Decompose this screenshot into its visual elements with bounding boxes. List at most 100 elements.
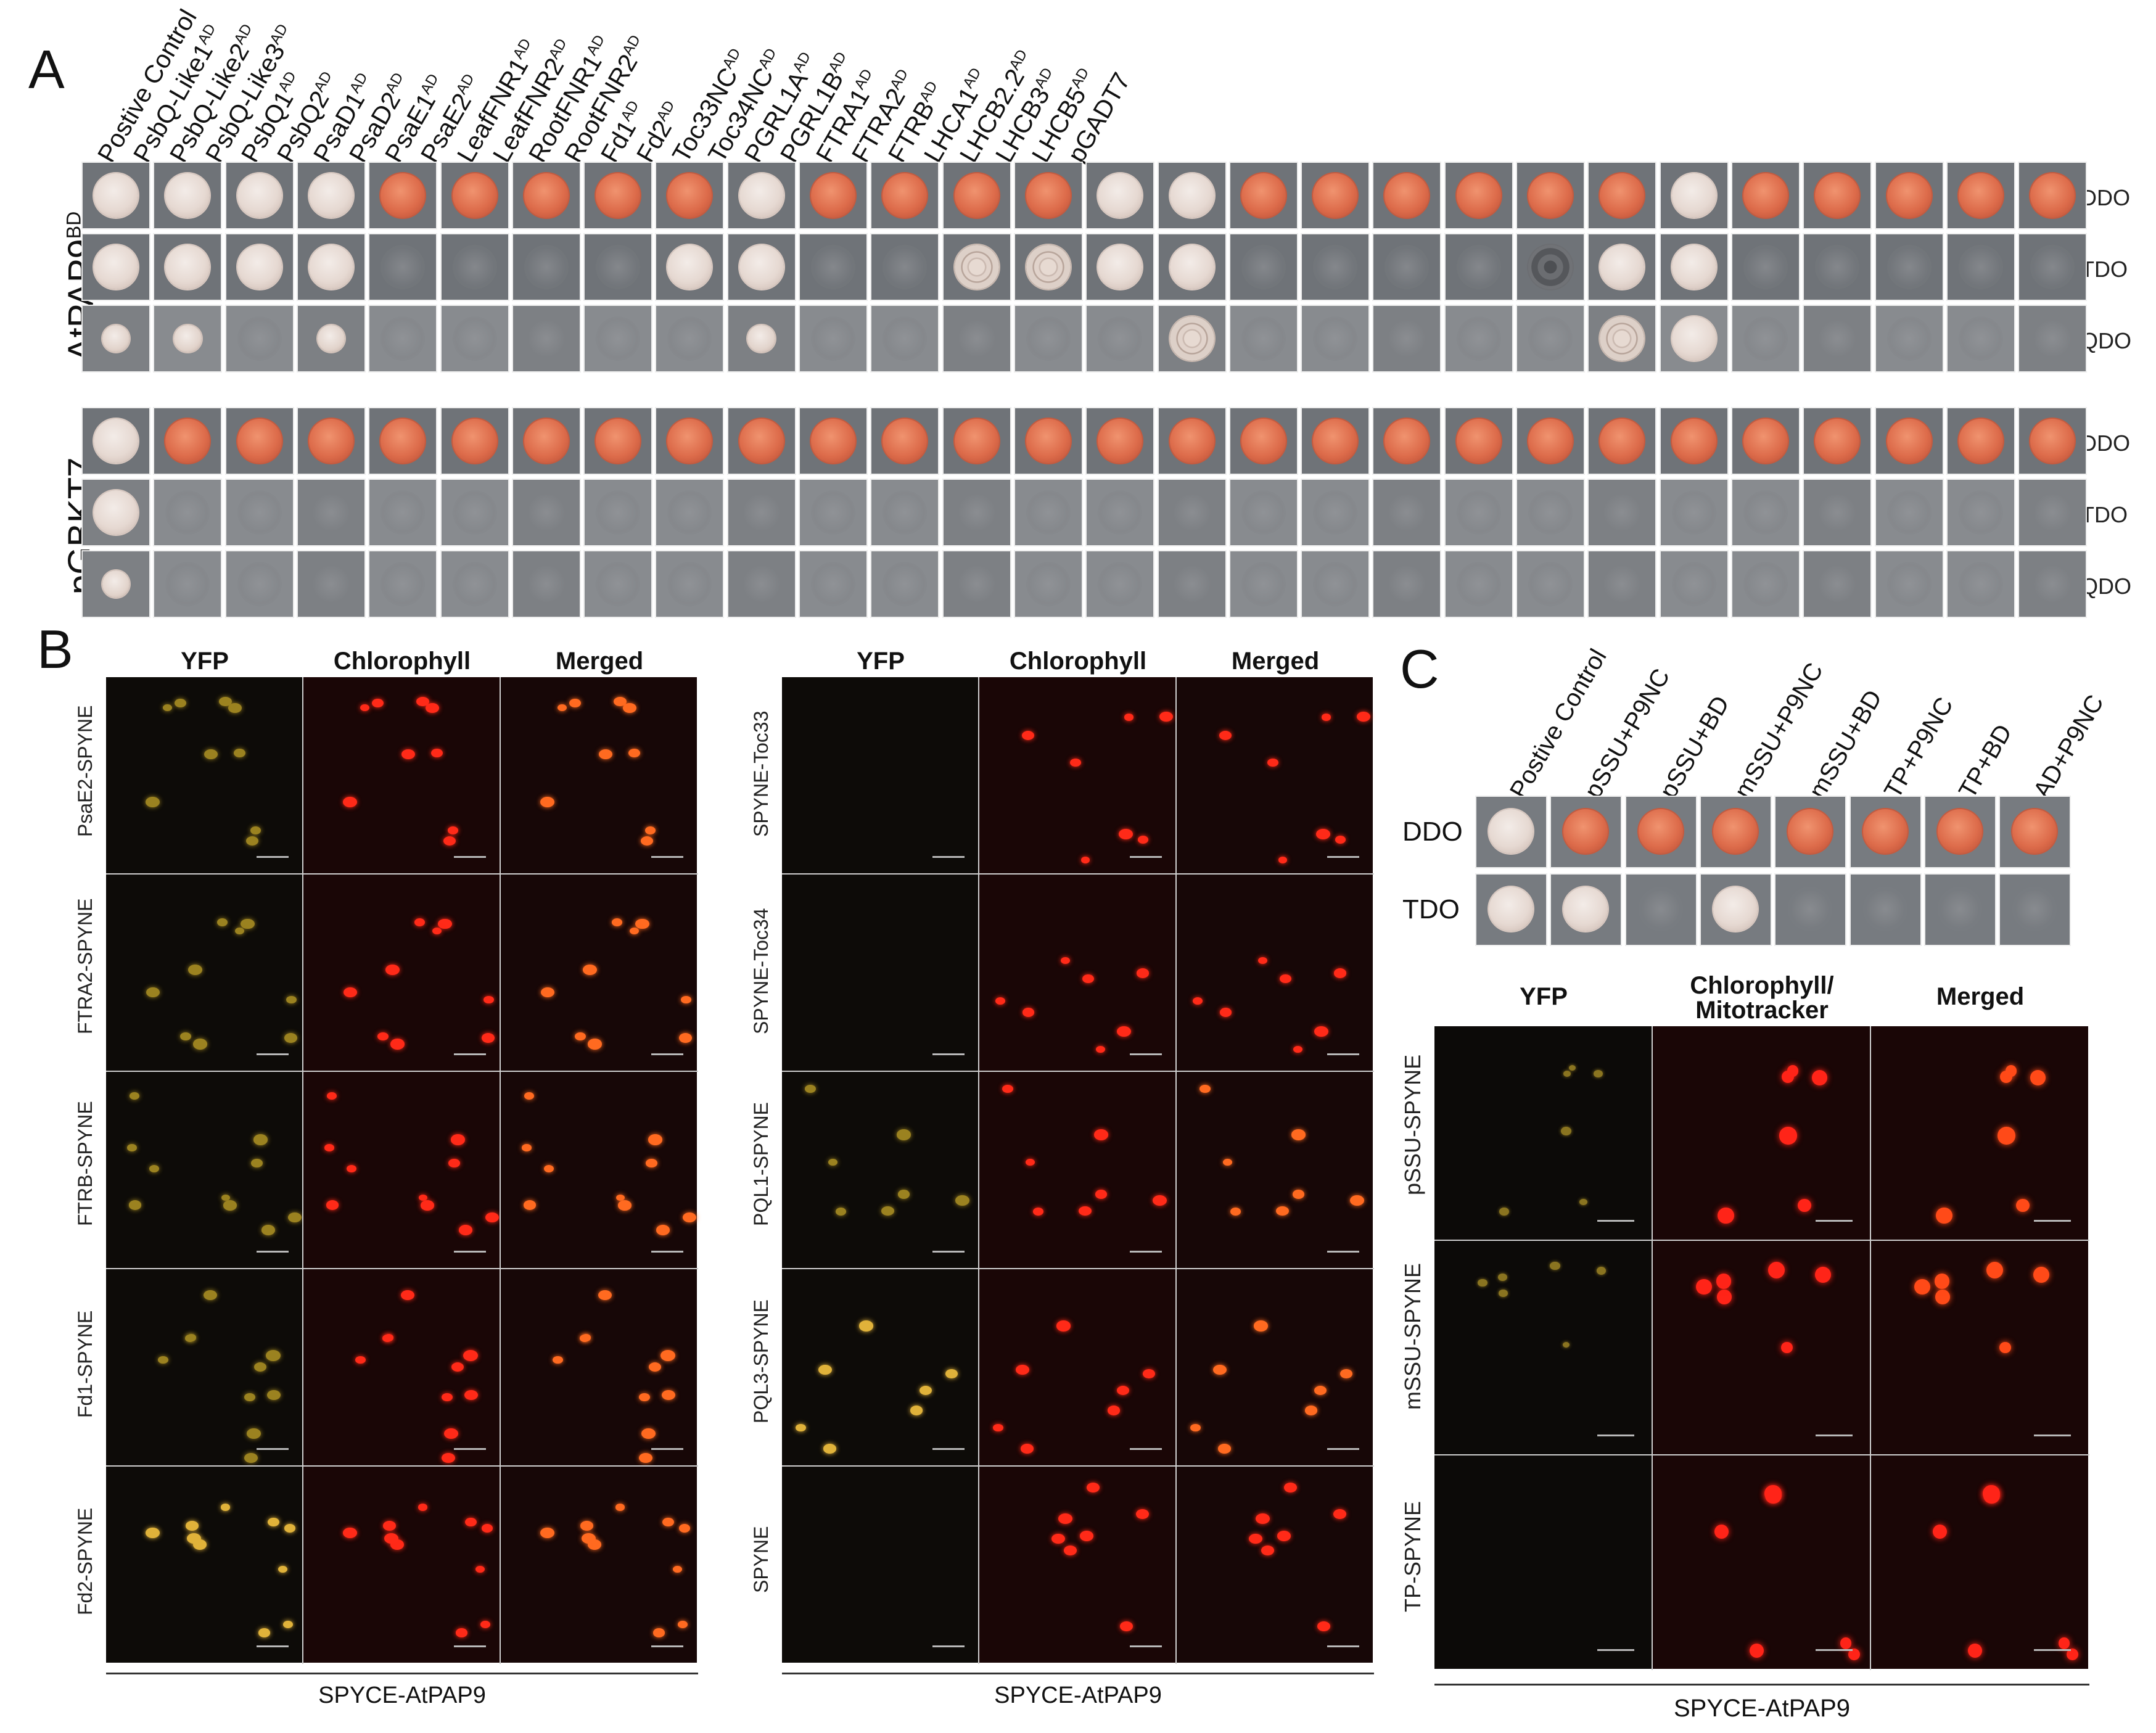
plate-well [655, 233, 725, 301]
cell-signal [553, 1356, 564, 1364]
scale-bar [651, 1053, 683, 1055]
scale-bar [1327, 1053, 1359, 1055]
cell-signal [1021, 730, 1034, 740]
yeast-colony [1528, 419, 1573, 463]
scale-bar [1327, 1448, 1359, 1450]
scale-bar [1130, 1645, 1162, 1647]
cell-signal [1797, 1198, 1811, 1212]
yeast-colony [94, 490, 138, 535]
micrograph-panel [782, 1467, 978, 1663]
yeast-colony [452, 419, 497, 463]
yeast-colony [1098, 316, 1143, 361]
cell-signal [638, 1393, 650, 1402]
yeast-colony [883, 490, 928, 535]
yeast-colony [524, 316, 569, 361]
cell-signal [1056, 1320, 1071, 1332]
cell-signal [580, 1334, 590, 1342]
yeast-colony [1098, 562, 1143, 606]
cell-signal [1998, 1127, 2015, 1145]
yeast-colony [452, 316, 497, 361]
cell-signal [1768, 1261, 1785, 1278]
yeast-colony [1313, 245, 1358, 289]
cell-signal [146, 987, 160, 998]
cell-signal [384, 1533, 399, 1544]
cell-signal [582, 1533, 596, 1544]
micrograph-column-header: YFP [857, 648, 905, 675]
cell-signal [283, 1621, 293, 1629]
yeast-colony [1098, 173, 1143, 218]
grid-line [782, 1071, 1374, 1072]
micrograph-panel [782, 875, 978, 1071]
yeast-colony [1385, 173, 1430, 218]
micrograph-panel [501, 1269, 697, 1465]
micrograph-panel [1177, 1072, 1373, 1268]
cell-signal [480, 1621, 490, 1629]
plate-well [368, 479, 438, 546]
cell-signal [158, 1356, 169, 1364]
yeast-colony [1241, 490, 1286, 535]
micrograph-panel [1653, 1455, 1870, 1669]
cell-signal [945, 1369, 958, 1378]
micrograph-panel [1653, 1241, 1870, 1454]
cell-signal [662, 1389, 676, 1401]
cell-signal [1119, 829, 1133, 839]
cell-signal [1220, 1008, 1232, 1017]
yeast-colony [1241, 419, 1286, 463]
cell-signal [450, 1134, 465, 1145]
cell-signal [2015, 1198, 2030, 1212]
yeast-colony [1815, 562, 1860, 606]
yeast-colony [667, 173, 712, 218]
footer-label: SPYCE-AtPAP9 [994, 1682, 1162, 1708]
cell-signal [342, 796, 358, 808]
cell-signal [443, 1428, 459, 1439]
yeast-colony [524, 173, 569, 218]
scale-bar [1327, 856, 1359, 858]
cell-signal [656, 1225, 670, 1235]
cell-signal [2058, 1637, 2070, 1650]
cell-signal [540, 1528, 554, 1539]
yeast-colony [1600, 562, 1645, 606]
cell-signal [382, 1334, 392, 1342]
cell-signal [662, 1517, 675, 1527]
yeast-colony [1456, 173, 1501, 218]
cell-signal [995, 997, 1006, 1005]
cell-signal [955, 1195, 969, 1206]
cell-signal [628, 748, 640, 758]
yeast-colony [1489, 809, 1533, 854]
yeast-colony [1313, 173, 1358, 218]
cell-signal [128, 1200, 142, 1210]
yeast-colony [1026, 173, 1071, 218]
cell-signal [1765, 1487, 1782, 1504]
cell-signal [187, 964, 202, 975]
grid-line [782, 1268, 1374, 1269]
cell-signal [130, 1092, 139, 1100]
yeast-colony [1600, 173, 1645, 218]
cell-signal [1230, 1207, 1241, 1216]
scale-bar [454, 1053, 486, 1055]
cell-signal [441, 1452, 455, 1463]
cell-signal [1812, 1070, 1827, 1085]
cell-signal [641, 836, 654, 846]
cell-signal [127, 1144, 137, 1151]
cell-signal [481, 1523, 493, 1533]
footer-line [782, 1673, 1374, 1674]
cell-signal [1116, 1385, 1130, 1395]
cell-signal [1079, 1206, 1092, 1216]
yeast-colony [1600, 419, 1645, 463]
cell-signal [1124, 714, 1134, 721]
grid-line [106, 1071, 698, 1072]
cell-signal [540, 796, 555, 808]
cell-signal [426, 702, 439, 713]
yeast-colony [1862, 887, 1907, 931]
yeast-colony [1743, 173, 1788, 218]
cell-signal [455, 1628, 468, 1637]
yeast-colony [1313, 562, 1358, 606]
cell-signal [286, 995, 297, 1004]
micrograph-panel [106, 1467, 302, 1663]
cell-signal [1293, 1045, 1302, 1053]
cell-signal [618, 1200, 632, 1211]
yeast-colony [811, 173, 855, 218]
yeast-colony [2030, 316, 2075, 361]
yeast-colony [1600, 316, 1645, 361]
